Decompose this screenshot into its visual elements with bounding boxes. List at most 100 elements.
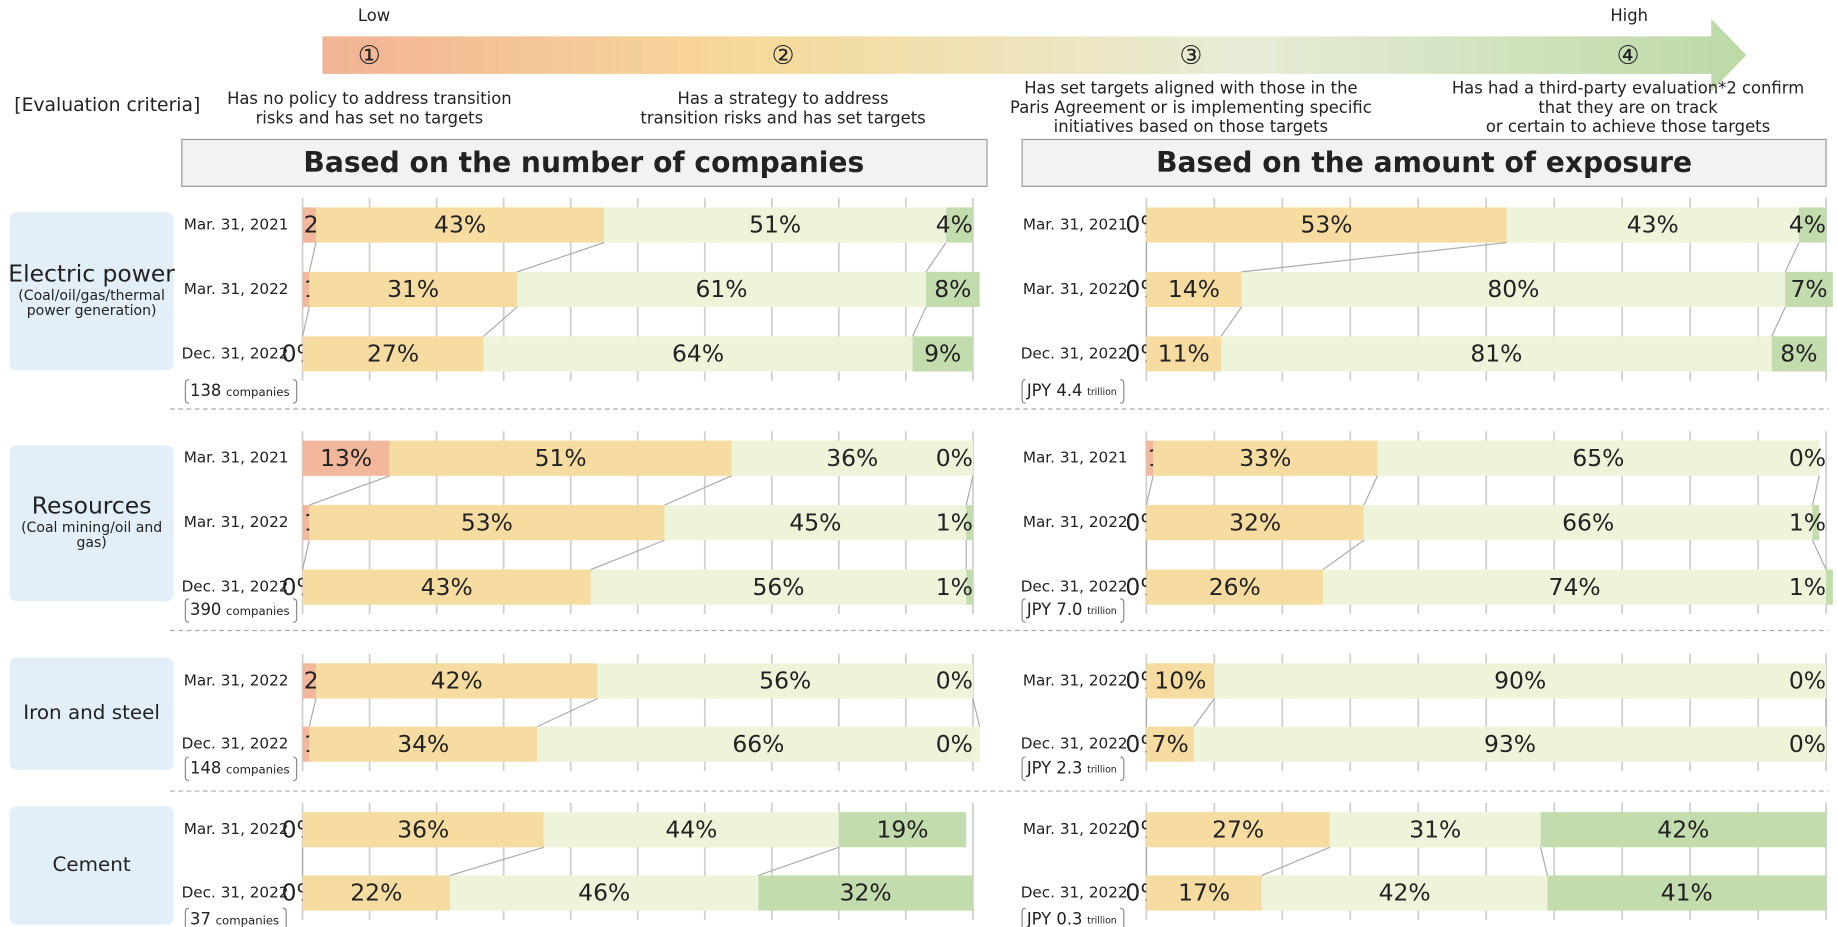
connector — [972, 698, 981, 727]
date-label: Mar. 31, 2022 — [1023, 280, 1128, 298]
value-label: 36% — [397, 815, 449, 843]
value-label: 53% — [1300, 211, 1352, 239]
sector-sub: power generation) — [27, 303, 157, 319]
panel-title: Based on the amount of exposure — [1156, 146, 1692, 179]
value-label: 42% — [431, 667, 483, 695]
bar-segment — [1146, 336, 1222, 372]
value-label: 74% — [1549, 573, 1601, 601]
date-label: Mar. 31, 2022 — [1023, 513, 1128, 531]
bar-segment — [389, 440, 732, 476]
bar-segment — [1193, 726, 1827, 762]
bar-segment — [309, 271, 518, 308]
total-bracket — [1021, 379, 1026, 404]
bar-segment — [302, 726, 310, 762]
value-label: 31% — [1409, 815, 1461, 843]
total-bracket — [184, 379, 189, 404]
connector — [536, 697, 598, 728]
value-label: 4% — [1789, 211, 1826, 239]
connector — [1322, 539, 1365, 571]
value-label: 80% — [1487, 275, 1539, 303]
value-label: 64% — [672, 340, 724, 368]
bar-segment — [1826, 569, 1833, 605]
connector — [664, 475, 732, 506]
value-label: 14% — [1168, 275, 1220, 303]
bar-segment — [1146, 505, 1364, 541]
bar-segment — [302, 207, 316, 243]
value-label: 11% — [1158, 340, 1210, 368]
bar-segment — [1153, 440, 1378, 476]
criteria-text: transition risks and has set targets — [640, 108, 925, 127]
bar-segment — [925, 271, 980, 308]
value-label: 0% — [1789, 667, 1826, 695]
value-label: 45% — [789, 508, 841, 536]
bar-segment — [1547, 875, 1827, 911]
value-label: 51% — [535, 444, 587, 472]
bar-segment — [1146, 271, 1242, 308]
date-label: Dec. 31, 2022 — [182, 344, 289, 362]
value-label: 31% — [387, 275, 439, 303]
sector-box — [9, 445, 174, 602]
sector-box — [9, 806, 174, 925]
date-label: Dec. 31, 2022 — [182, 735, 289, 753]
date-label: Mar. 31, 2022 — [184, 280, 289, 298]
bar-segment — [604, 207, 947, 243]
criteria-text: or certain to achieve those targets — [1486, 117, 1770, 136]
bar-segment — [966, 569, 973, 605]
value-label: 66% — [1562, 508, 1614, 536]
bar-segment — [590, 569, 967, 605]
bar-segment — [966, 505, 973, 541]
total-unit: trillion — [1087, 387, 1117, 398]
value-label: 1% — [1789, 573, 1826, 601]
value-label: 8% — [1780, 340, 1817, 368]
total-bracket — [184, 598, 189, 623]
date-label: Dec. 31, 2022 — [1021, 884, 1128, 902]
total-value: JPY 2.3 — [1026, 758, 1083, 777]
value-label: 4% — [936, 211, 973, 239]
total-bracket — [293, 379, 298, 404]
total-value: JPY 0.3 — [1026, 909, 1083, 927]
total-unit: trillion — [1087, 764, 1117, 775]
total-value: 148 — [190, 758, 221, 777]
value-label: 8% — [934, 275, 971, 303]
bar-segment — [838, 812, 967, 848]
connector — [1220, 306, 1242, 337]
bar-segment — [302, 336, 484, 372]
value-label: 44% — [665, 815, 717, 843]
total-bracket — [1120, 598, 1125, 623]
total-bracket — [184, 907, 189, 927]
value-label: 42% — [1379, 879, 1431, 907]
bar-segment — [1377, 440, 1820, 476]
value-label: 9% — [924, 340, 961, 368]
total-unit: companies — [216, 914, 280, 927]
value-label: 61% — [695, 275, 747, 303]
value-label: 43% — [421, 573, 473, 601]
high-label: High — [1610, 6, 1648, 25]
bar-segment — [1146, 569, 1324, 605]
sector-name: Resources — [32, 491, 152, 519]
connector — [590, 539, 665, 571]
criteria-number: ④ — [1616, 41, 1639, 71]
value-label: 1% — [936, 573, 973, 601]
date-label: Mar. 31, 2022 — [1023, 820, 1128, 838]
bar-segment — [1812, 505, 1820, 541]
total-bracket — [1021, 756, 1026, 782]
bar-segment — [543, 812, 839, 848]
date-label: Mar. 31, 2021 — [1023, 216, 1128, 234]
sector-sub: (Coal/oil/gas/thermal — [18, 288, 165, 304]
total-value: JPY 4.4 — [1026, 381, 1083, 400]
criteria-text: Has no policy to address transition — [227, 89, 512, 108]
bar-segment — [1261, 875, 1548, 911]
date-label: Mar. 31, 2021 — [184, 449, 289, 467]
connector — [308, 698, 317, 727]
criteria-text: Has had a third-party evaluation*2 confi… — [1452, 79, 1804, 98]
value-label: 10% — [1154, 667, 1206, 695]
connector — [449, 846, 545, 876]
criteria-number: ③ — [1179, 41, 1202, 71]
bar-segment — [1798, 207, 1827, 243]
bar-segment — [483, 336, 913, 372]
bar-segment — [1540, 812, 1827, 848]
bar-segment — [1146, 812, 1330, 848]
bar-segment — [1146, 875, 1262, 911]
bar-segment — [302, 875, 451, 911]
